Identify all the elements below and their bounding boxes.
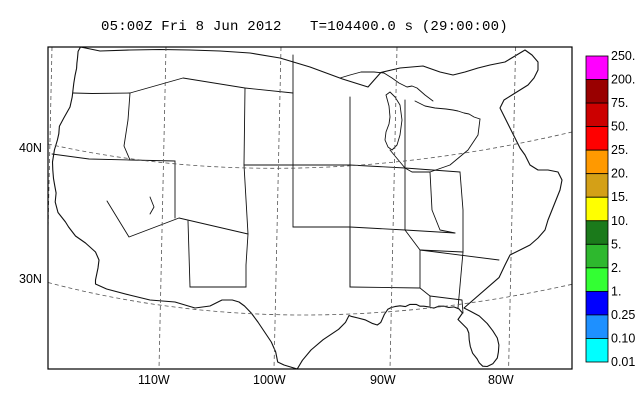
svg-text:200.: 200. bbox=[611, 73, 635, 87]
svg-text:15.: 15. bbox=[611, 190, 628, 204]
svg-text:05:00Z Fri 8 Jun 2012: 05:00Z Fri 8 Jun 2012 bbox=[101, 19, 282, 35]
svg-text:20.: 20. bbox=[611, 167, 628, 181]
svg-text:250.: 250. bbox=[611, 49, 635, 63]
svg-text:75.: 75. bbox=[611, 96, 628, 110]
svg-text:0.01: 0.01 bbox=[611, 355, 635, 369]
svg-text:0.10: 0.10 bbox=[611, 331, 635, 345]
svg-text:5.: 5. bbox=[611, 237, 621, 251]
svg-text:1.: 1. bbox=[611, 284, 621, 298]
svg-text:80W: 80W bbox=[488, 373, 514, 387]
svg-text:100W: 100W bbox=[253, 373, 286, 387]
svg-text:90W: 90W bbox=[370, 373, 396, 387]
svg-text:50.: 50. bbox=[611, 120, 628, 134]
svg-text:40N: 40N bbox=[19, 141, 42, 155]
svg-text:30N: 30N bbox=[19, 272, 42, 286]
svg-text:110W: 110W bbox=[138, 373, 170, 387]
svg-text:25.: 25. bbox=[611, 143, 628, 157]
svg-text:10.: 10. bbox=[611, 214, 628, 228]
svg-text:2.: 2. bbox=[611, 261, 621, 275]
svg-text:0.25: 0.25 bbox=[611, 308, 635, 322]
svg-text:T=104400.0 s (29:00:00): T=104400.0 s (29:00:00) bbox=[310, 19, 508, 35]
